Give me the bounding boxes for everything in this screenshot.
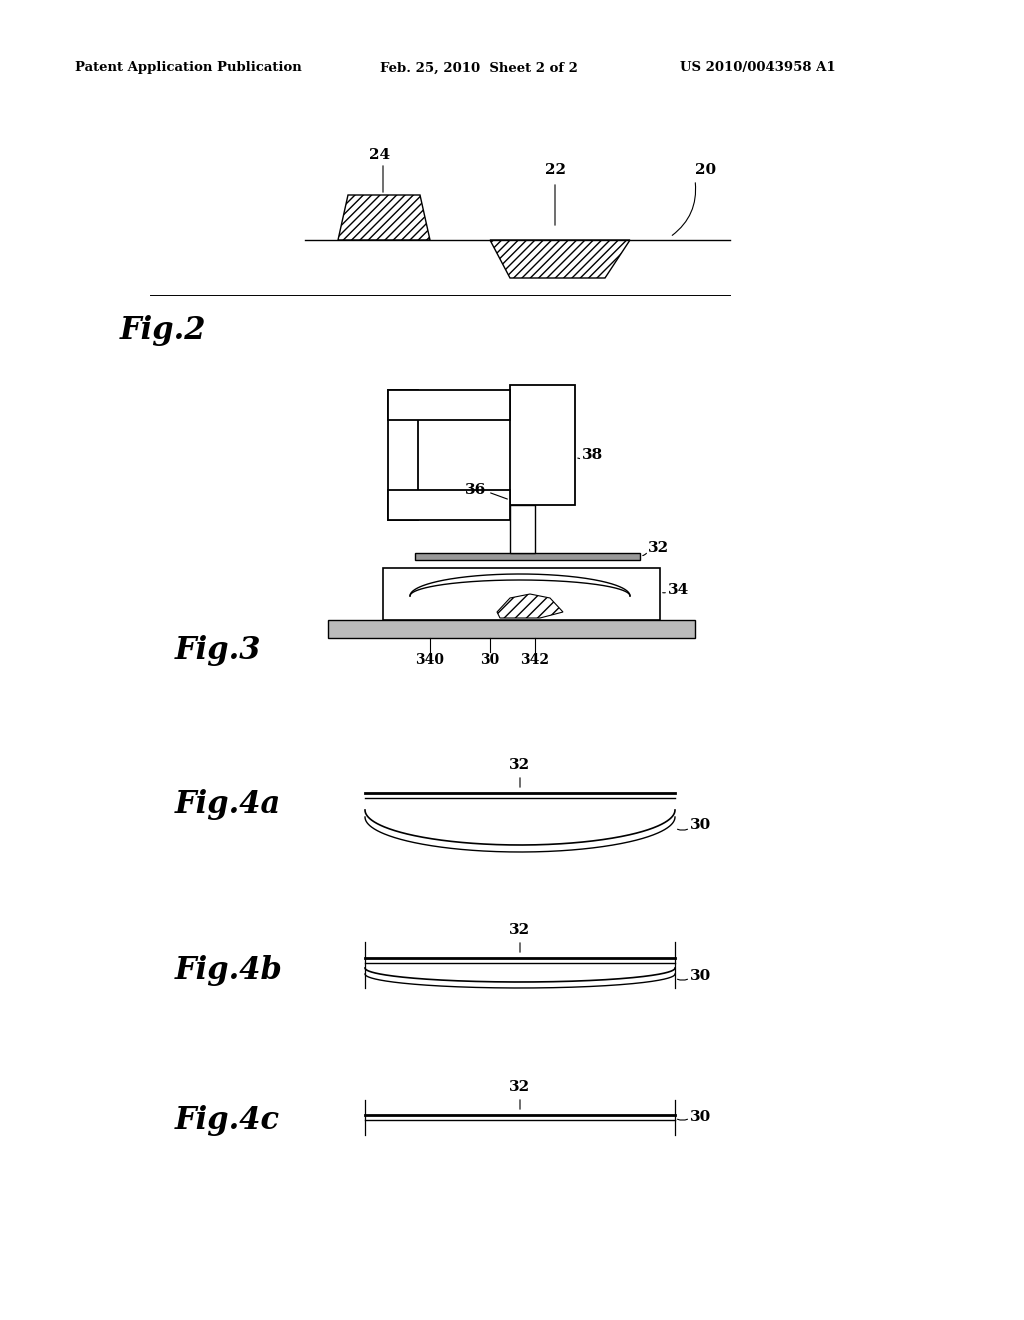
Polygon shape (510, 385, 575, 506)
Text: 30: 30 (690, 969, 712, 983)
Polygon shape (388, 389, 418, 520)
Polygon shape (490, 240, 630, 279)
Text: 32: 32 (509, 923, 530, 937)
Text: 22: 22 (545, 162, 565, 177)
Polygon shape (338, 195, 430, 240)
Polygon shape (510, 506, 535, 553)
Polygon shape (497, 594, 563, 618)
Polygon shape (388, 490, 510, 520)
Polygon shape (415, 553, 640, 560)
Text: 32: 32 (509, 758, 530, 772)
Text: US 2010/0043958 A1: US 2010/0043958 A1 (680, 62, 836, 74)
Text: 30: 30 (690, 1110, 712, 1125)
Text: Fig.3: Fig.3 (175, 635, 261, 665)
Text: Feb. 25, 2010  Sheet 2 of 2: Feb. 25, 2010 Sheet 2 of 2 (380, 62, 578, 74)
Text: Fig.4a: Fig.4a (175, 789, 282, 821)
Text: 24: 24 (370, 148, 390, 162)
Text: Patent Application Publication: Patent Application Publication (75, 62, 302, 74)
Text: Fig.4b: Fig.4b (175, 954, 283, 986)
Text: 32: 32 (509, 1080, 530, 1094)
Text: 30: 30 (480, 653, 500, 667)
Text: Fig.4c: Fig.4c (175, 1105, 281, 1135)
Text: 342: 342 (520, 653, 550, 667)
Text: 36: 36 (465, 483, 486, 498)
Text: 20: 20 (695, 162, 716, 177)
Polygon shape (388, 389, 510, 420)
Polygon shape (328, 620, 695, 638)
Text: 32: 32 (648, 541, 669, 554)
Text: 34: 34 (668, 583, 689, 597)
Polygon shape (383, 568, 660, 620)
Text: 340: 340 (416, 653, 444, 667)
Text: 38: 38 (582, 447, 603, 462)
Text: 30: 30 (690, 818, 712, 832)
Text: Fig.2: Fig.2 (120, 314, 207, 346)
